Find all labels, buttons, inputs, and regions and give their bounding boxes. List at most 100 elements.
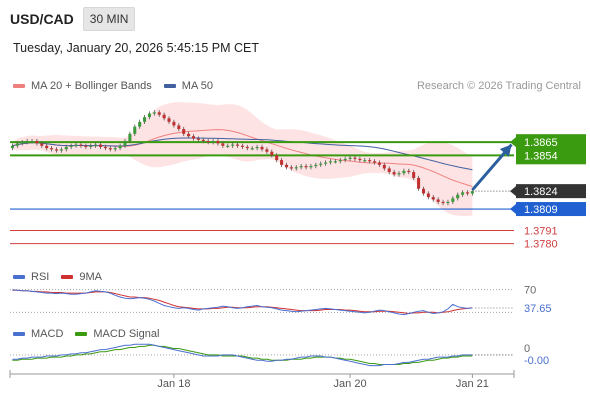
candle: [187, 131, 191, 139]
candle-body: [25, 140, 29, 143]
candle-body: [59, 149, 63, 151]
candle: [309, 163, 313, 170]
candle-body: [368, 160, 372, 162]
candle: [211, 138, 215, 145]
legend-item-rsi: RSI: [13, 271, 49, 283]
candle: [113, 146, 117, 152]
candle: [245, 144, 249, 151]
candle: [118, 143, 122, 151]
candle: [470, 188, 474, 196]
candle: [255, 144, 259, 151]
candle: [74, 142, 78, 148]
ma20-swatch: [13, 84, 25, 88]
candle: [84, 143, 88, 150]
candle-body: [226, 145, 230, 147]
candle-body: [162, 114, 166, 119]
trend-arrow-head: [499, 144, 512, 157]
candle-body: [54, 149, 59, 151]
candle: [353, 155, 357, 162]
candle: [348, 155, 352, 162]
main-legend: MA 20 + Bollinger Bands MA 50: [13, 80, 225, 92]
candle-body: [402, 170, 406, 174]
macd-legend: MACD MACD Signal: [13, 328, 171, 340]
candle-body: [280, 160, 284, 165]
pivot-label: 1.3809: [524, 204, 558, 216]
candle: [143, 114, 147, 125]
candle: [167, 116, 171, 125]
candle-body: [304, 166, 308, 168]
candle: [373, 159, 377, 165]
candle: [461, 190, 465, 197]
candle-body: [177, 125, 181, 130]
candle: [59, 147, 63, 153]
candle-body: [299, 166, 303, 168]
rsi-ma-swatch: [61, 275, 74, 279]
candle: [402, 168, 406, 176]
candle: [280, 157, 284, 168]
candle-body: [30, 140, 34, 143]
datetime-label: Tuesday, January 20, 2026 5:45:15 PM CET: [13, 41, 259, 55]
legend-rsi-ma-label: 9MA: [79, 271, 102, 283]
candle-body: [353, 157, 357, 159]
candle: [201, 137, 205, 144]
title-bar: USD/CAD 30 MIN: [10, 6, 136, 32]
candle-body: [221, 143, 225, 146]
candle-body: [348, 157, 352, 159]
candle: [133, 124, 137, 136]
candle-body: [118, 145, 122, 149]
candle-body: [451, 198, 455, 202]
macd-signal-swatch: [75, 332, 88, 336]
candle-body: [15, 143, 19, 146]
candle: [368, 157, 372, 164]
rsi-70-label: 70: [524, 285, 536, 297]
candle: [108, 146, 112, 152]
candle: [377, 160, 381, 168]
candle: [270, 149, 274, 158]
candle-body: [255, 146, 259, 149]
candle-body: [392, 172, 396, 175]
candle: [289, 165, 293, 171]
candle-body: [373, 161, 377, 163]
candle: [338, 157, 342, 164]
candle-body: [407, 170, 411, 173]
candle: [196, 136, 200, 142]
candle: [226, 143, 230, 148]
candle-body: [89, 145, 93, 147]
candle-body: [128, 133, 132, 141]
candle-body: [152, 112, 156, 114]
candle: [436, 197, 440, 205]
candle: [177, 123, 181, 132]
candle: [260, 144, 264, 152]
candle-body: [172, 121, 176, 126]
candle-body: [216, 140, 220, 144]
candle: [157, 110, 161, 117]
credit-label: Research © 2026 Trading Central: [416, 80, 581, 92]
candle: [294, 165, 298, 171]
candle: [446, 199, 450, 206]
candle: [333, 159, 337, 164]
candle: [30, 138, 34, 144]
candle: [465, 190, 470, 196]
candle: [299, 163, 303, 170]
pivot-tag: [516, 202, 586, 217]
legend-item-ma50: MA 50: [163, 80, 213, 92]
current-price-pointer: [510, 186, 516, 197]
timeframe-button[interactable]: 30 MIN: [82, 7, 136, 31]
candle-body: [45, 145, 49, 149]
candle: [79, 142, 83, 148]
candle-body: [84, 145, 88, 147]
legend-macd-signal-label: MACD Signal: [93, 328, 160, 340]
candle-body: [382, 164, 386, 169]
candle: [10, 143, 14, 151]
candle: [387, 166, 391, 175]
candle-body: [412, 172, 416, 178]
legend-macd-label: MACD: [31, 328, 64, 340]
resistance-1-label: 1.3865: [524, 137, 558, 149]
candle-body: [265, 149, 269, 152]
currency-pair: USD/CAD: [10, 11, 74, 27]
legend-item-macd-signal: MACD Signal: [75, 328, 159, 340]
candle: [69, 143, 73, 150]
candle-body: [123, 140, 127, 146]
legend-item-ma20: MA 20 + Bollinger Bands: [13, 80, 152, 92]
